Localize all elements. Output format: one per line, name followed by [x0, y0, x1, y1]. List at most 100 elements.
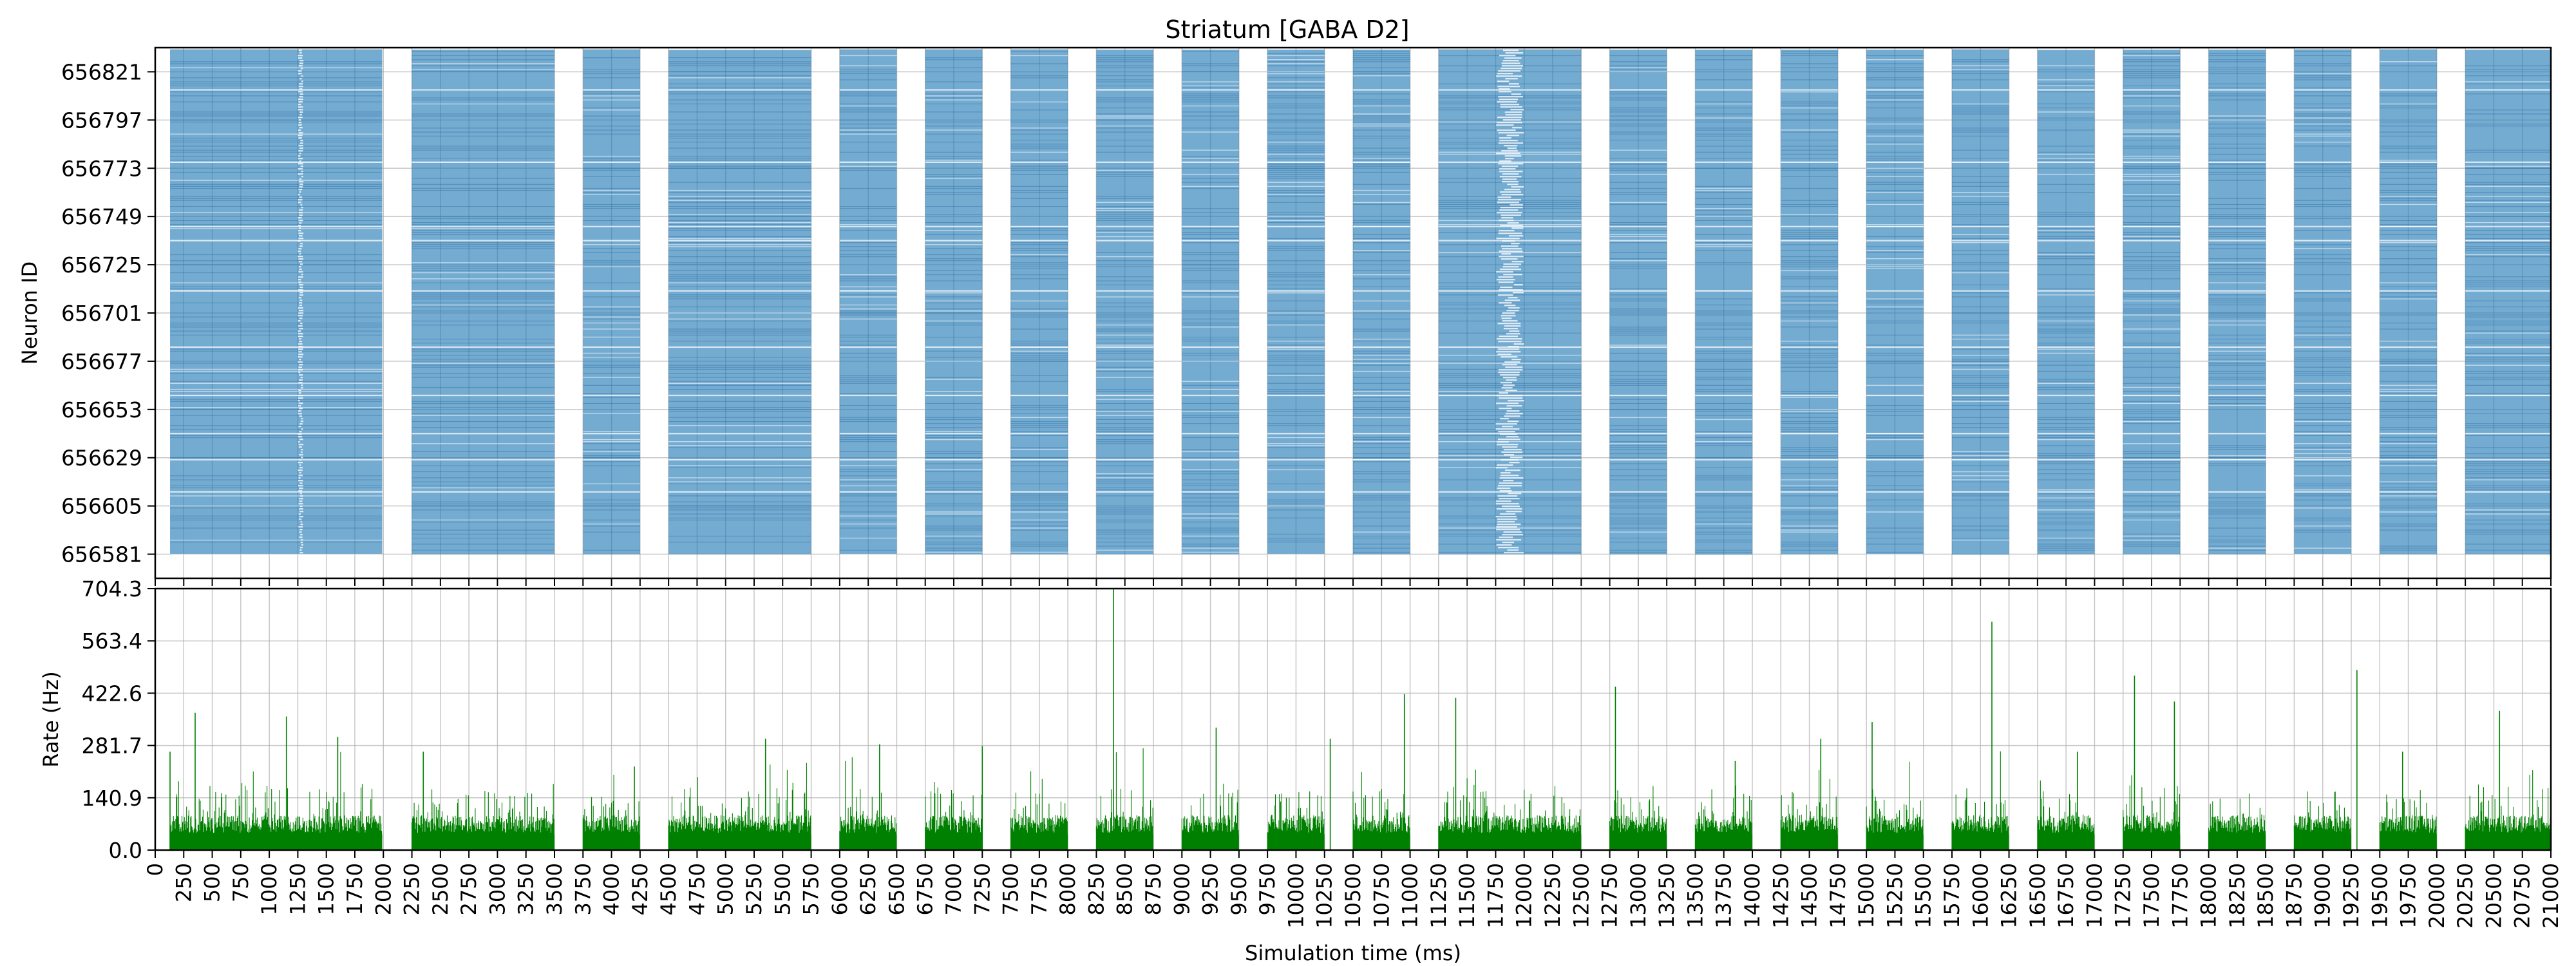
raster-sparse-speck: [299, 431, 302, 433]
raster-sparse-speck: [298, 73, 302, 75]
rate-x-label: Simulation time (ms): [1245, 941, 1461, 965]
rate-x-tick-label: 7250: [970, 863, 994, 915]
raster-sparse-speck: [298, 356, 303, 358]
raster-sparse-speck: [298, 202, 302, 204]
raster-sparse-speck: [298, 354, 304, 355]
raster-sparse-speck: [1498, 70, 1521, 72]
raster-sparse-speck: [298, 173, 303, 175]
raster-sparse-speck: [1497, 323, 1521, 325]
raster-sparse-speck: [298, 526, 303, 528]
raster-sparse-speck: [1502, 446, 1518, 448]
raster-sparse-speck: [298, 297, 301, 299]
raster-sparse-speck: [298, 343, 303, 345]
raster-sparse-speck: [1501, 62, 1520, 64]
rate-x-tick-label: 14250: [1768, 863, 1793, 929]
raster-sparse-speck: [1499, 55, 1516, 57]
rate-x-tick-label: 6500: [884, 863, 909, 915]
rate-x-tick-label: 13750: [1712, 863, 1736, 929]
raster-sparse-speck: [1506, 405, 1522, 407]
raster-sparse-speck: [1499, 209, 1519, 211]
raster-sparse-speck: [1512, 127, 1522, 129]
raster-sparse-speck: [298, 99, 303, 100]
rate-x-tick-label: 3000: [485, 863, 509, 915]
raster-sparse-speck: [301, 544, 303, 546]
raster-sparse-speck: [1513, 343, 1524, 345]
raster-sparse-speck: [1496, 351, 1521, 353]
raster-sparse-speck: [300, 204, 303, 206]
rate-x-tick-label: 6250: [856, 863, 880, 915]
raster-sparse-speck: [298, 475, 303, 477]
raster-sparse-speck: [300, 323, 303, 325]
raster-sparse-speck: [1500, 472, 1511, 474]
rate-x-tick-label: 3750: [571, 863, 595, 915]
raster-sparse-speck: [298, 220, 303, 222]
raster-sparse-speck: [1500, 513, 1516, 515]
raster-sparse-speck: [1506, 410, 1520, 412]
raster-active-interval: [1267, 50, 1325, 555]
raster-sparse-speck: [1502, 178, 1517, 180]
raster-sparse-speck: [298, 312, 304, 314]
rate-x-tick-label: 5500: [770, 863, 795, 915]
raster-y-tick-label: 656773: [61, 156, 142, 181]
raster-sparse-speck: [1502, 542, 1515, 544]
rate-x-tick-label: 14500: [1797, 863, 1822, 929]
raster-sparse-speck: [1500, 104, 1520, 106]
raster-sparse-speck: [1501, 245, 1519, 247]
rate-baseline-block: [2037, 834, 2095, 850]
raster-sparse-speck: [300, 495, 303, 497]
rate-x-tick-label: 10750: [1369, 863, 1394, 929]
raster-sparse-speck: [1508, 235, 1524, 237]
raster-sparse-speck: [301, 171, 303, 173]
rate-x-tick-label: 1750: [343, 863, 367, 915]
raster-active-interval: [1353, 50, 1410, 554]
raster-sparse-speck: [299, 62, 304, 64]
raster-y-tick-label: 656653: [61, 397, 142, 422]
raster-sparse-speck: [298, 346, 303, 348]
raster-spike-band: [170, 50, 383, 554]
raster-sparse-speck: [1505, 114, 1522, 116]
raster-sparse-speck: [300, 524, 303, 526]
raster-sparse-speck: [300, 140, 303, 142]
raster-sparse-speck: [299, 516, 304, 518]
raster-sparse-speck: [1497, 202, 1520, 204]
rate-x-tick-label: 12500: [1569, 863, 1593, 929]
raster-sparse-speck: [1498, 163, 1524, 165]
raster-sparse-speck: [298, 124, 302, 126]
raster-sparse-speck: [299, 96, 303, 98]
raster-sparse-speck: [299, 214, 303, 216]
raster-sparse-speck: [1504, 469, 1520, 471]
rate-x-tick-label: 16500: [2025, 863, 2050, 929]
raster-sparse-speck: [1511, 227, 1524, 229]
raster-sparse-speck: [1497, 73, 1513, 75]
raster-sparse-speck: [1510, 109, 1524, 111]
rate-baseline-block: [839, 834, 897, 850]
rate-baseline-block: [1866, 834, 1924, 850]
raster-sparse-speck: [1505, 52, 1524, 54]
rate-x-tick-label: 16000: [1968, 863, 1993, 929]
raster-sparse-speck: [1499, 91, 1511, 93]
raster-sparse-speck: [298, 369, 303, 371]
raster-sparse-speck: [299, 83, 303, 85]
rate-x-tick-label: 5000: [714, 863, 738, 915]
raster-sparse-speck: [1509, 462, 1520, 464]
raster-sparse-speck: [1505, 158, 1514, 160]
raster-sparse-speck: [1498, 369, 1523, 371]
raster-sparse-speck: [1498, 276, 1513, 278]
raster-sparse-speck: [1496, 122, 1522, 124]
raster-spike-band: [1010, 50, 1068, 554]
raster-sparse-speck: [1499, 256, 1524, 258]
raster-sparse-speck: [1497, 444, 1519, 446]
raster-sparse-speck: [1504, 111, 1522, 113]
raster-sparse-speck: [298, 225, 301, 227]
raster-sparse-speck: [1499, 160, 1511, 162]
raster-sparse-speck: [298, 469, 303, 471]
raster-sparse-speck: [298, 395, 303, 397]
raster-sparse-speck: [1499, 477, 1524, 479]
rate-x-tick-label: 17750: [2168, 863, 2192, 929]
raster-sparse-speck: [298, 86, 303, 88]
raster-sparse-speck: [300, 521, 303, 523]
rate-x-tick-label: 12750: [1598, 863, 1622, 929]
raster-sparse-speck: [1504, 299, 1520, 301]
raster-sparse-speck: [298, 405, 301, 407]
rate-baseline-block: [1609, 834, 1667, 850]
